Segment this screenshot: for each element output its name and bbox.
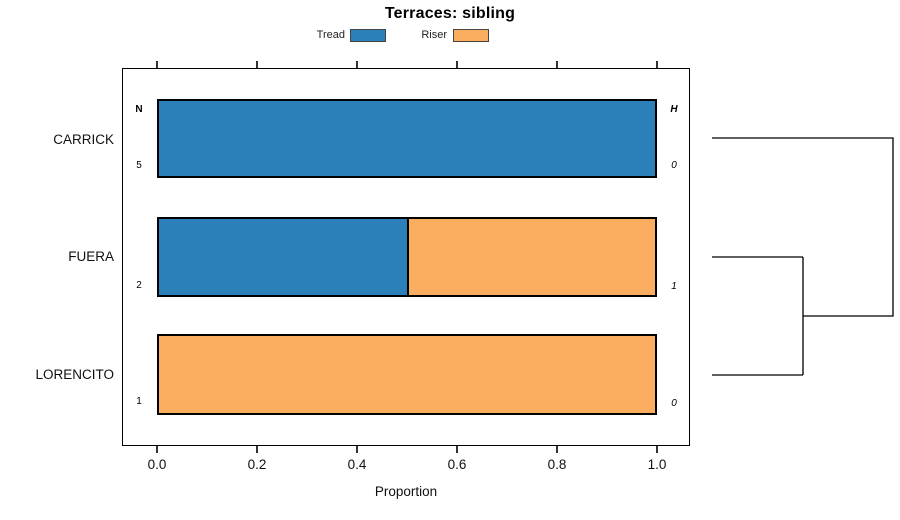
bar-row-lorencito: [157, 334, 657, 415]
legend-label-tread: Tread: [316, 29, 345, 41]
axis-tick: [356, 446, 358, 453]
x-tick-label: 0.2: [247, 457, 267, 472]
axis-tick: [656, 61, 658, 68]
bar-segment-tread: [159, 101, 655, 176]
n-value-carrick: 5: [136, 160, 142, 171]
h-column-header: H: [670, 104, 678, 115]
n-value-fuera: 2: [136, 280, 142, 291]
x-tick-label: 0.8: [547, 457, 567, 472]
axis-tick: [156, 61, 158, 68]
x-tick-label: 1.0: [647, 457, 667, 472]
h-value-fuera: 1: [671, 281, 677, 292]
category-label-fuera: FUERA: [68, 249, 114, 264]
bar-row-carrick: [157, 99, 657, 178]
dendrogram: [712, 137, 894, 376]
category-label-lorencito: LORENCITO: [35, 367, 114, 382]
h-value-lorencito: 0: [671, 398, 677, 409]
axis-tick: [156, 446, 158, 453]
axis-tick: [656, 446, 658, 453]
legend-swatch-riser: [453, 29, 489, 42]
axis-tick: [556, 446, 558, 453]
x-tick-label: 0.0: [147, 457, 167, 472]
n-value-lorencito: 1: [136, 396, 142, 407]
x-tick-label: 0.6: [447, 457, 467, 472]
axis-tick: [256, 446, 258, 453]
axis-tick: [256, 61, 258, 68]
axis-tick: [356, 61, 358, 68]
legend-label-riser: Riser: [421, 29, 447, 41]
x-axis-title: Proportion: [374, 484, 438, 499]
legend-swatch-tread: [350, 29, 386, 42]
bar-segment-riser: [159, 336, 655, 413]
x-tick-label: 0.4: [347, 457, 367, 472]
h-value-carrick: 0: [671, 160, 677, 171]
bar-segment-riser: [407, 219, 655, 295]
axis-tick: [456, 446, 458, 453]
bar-segment-tread: [159, 219, 407, 295]
axis-tick: [556, 61, 558, 68]
axis-tick: [456, 61, 458, 68]
category-label-carrick: CARRICK: [53, 132, 114, 147]
n-column-header: N: [135, 104, 143, 115]
bar-row-fuera: [157, 217, 657, 297]
chart-title: Terraces: sibling: [384, 5, 516, 22]
